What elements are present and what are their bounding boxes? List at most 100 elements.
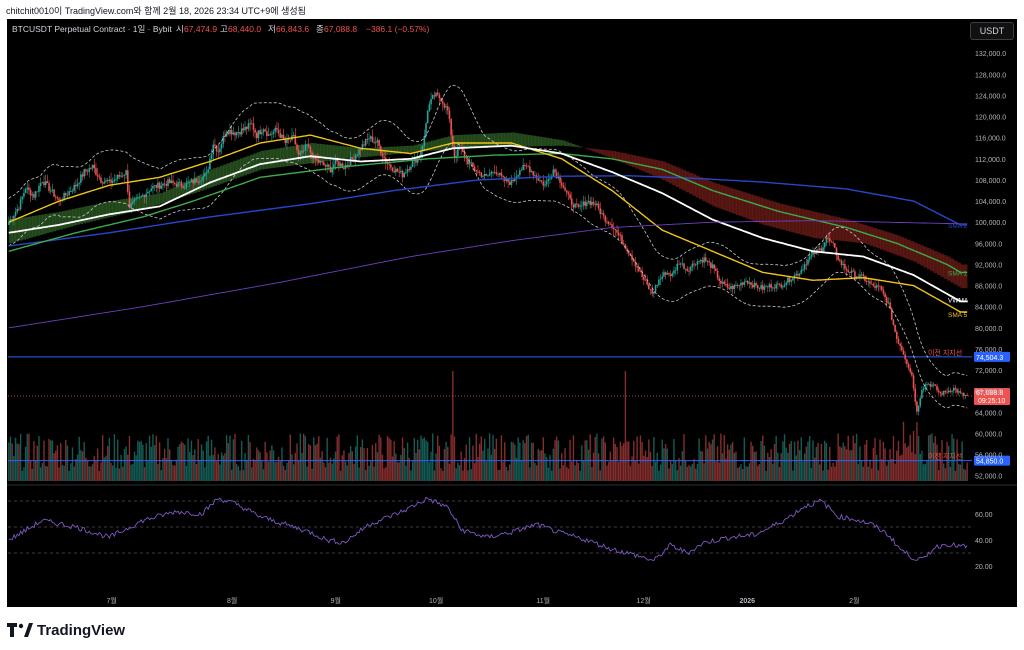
candle-body xyxy=(393,171,395,173)
volume-bar xyxy=(48,438,50,481)
cloud-segment xyxy=(926,248,931,270)
volume-bar xyxy=(669,460,672,481)
candle-body xyxy=(740,282,742,286)
chart-panel[interactable] xyxy=(7,19,1017,607)
y-tick-label: 96,000.0 xyxy=(975,241,1002,248)
cloud-segment xyxy=(859,223,864,243)
candle-body xyxy=(338,161,340,167)
cloud-segment xyxy=(109,201,114,217)
volume-bar xyxy=(100,462,102,481)
volume-bar xyxy=(927,435,930,481)
candle-body xyxy=(567,192,570,195)
y-tick-label: 84,000.0 xyxy=(975,305,1002,312)
cloud-segment xyxy=(431,140,435,151)
volume-bar xyxy=(715,461,717,481)
volume-bar xyxy=(346,465,348,481)
candle-body xyxy=(39,183,42,186)
volume-bar xyxy=(326,437,328,481)
candle-body xyxy=(255,132,258,139)
volume-bar xyxy=(453,436,456,481)
volume-bar xyxy=(651,465,653,481)
cloud-segment xyxy=(85,206,90,223)
volume-bar xyxy=(901,454,903,481)
volume-bar xyxy=(61,464,64,481)
volume-bar xyxy=(234,433,236,481)
volume-bar xyxy=(778,467,781,481)
candle-body xyxy=(408,169,411,170)
candle-body xyxy=(715,268,717,271)
cloud-segment xyxy=(719,184,723,209)
candle-body xyxy=(446,106,449,111)
tradingview-logo[interactable]: TradingView xyxy=(7,620,125,640)
volume-bar xyxy=(887,461,890,481)
cloud-segment xyxy=(615,151,619,161)
candle-body xyxy=(225,132,228,137)
volume-bar xyxy=(602,436,605,481)
rsi-line xyxy=(8,496,968,562)
candle-body xyxy=(937,390,940,392)
candle-body xyxy=(572,204,575,208)
volume-bar xyxy=(825,443,828,481)
volume-bar xyxy=(205,441,208,481)
volume-bar xyxy=(281,447,283,481)
volume-bar xyxy=(839,446,841,481)
volume-bar xyxy=(762,435,764,481)
candle-body xyxy=(954,387,957,390)
cloud-segment xyxy=(350,147,355,159)
candle-body xyxy=(317,159,320,163)
volume-bar xyxy=(353,463,355,481)
cloud-segment xyxy=(467,134,472,149)
candle-body xyxy=(741,282,744,285)
volume-bar xyxy=(448,463,451,481)
candle-body xyxy=(554,169,556,173)
volume-bar xyxy=(63,465,65,481)
candle-body xyxy=(723,281,726,284)
volume-bar xyxy=(482,450,484,481)
candle-body xyxy=(354,155,357,161)
cloud-segment xyxy=(290,146,294,166)
candle-body xyxy=(343,168,345,169)
cloud-segment xyxy=(481,133,485,148)
candle-body xyxy=(14,212,17,216)
volume-bar xyxy=(785,447,787,481)
candle-body xyxy=(381,153,384,157)
candle-body xyxy=(527,166,530,168)
cloud-segment xyxy=(689,172,693,195)
cloud-segment xyxy=(900,236,904,257)
volume-bar xyxy=(725,458,727,481)
candle-body xyxy=(735,284,737,286)
volume-bar xyxy=(388,437,390,481)
candle-body xyxy=(703,257,705,263)
volume-bar xyxy=(242,470,245,481)
cloud-segment xyxy=(256,152,261,171)
candle-body xyxy=(110,179,112,183)
volume-bar xyxy=(351,451,353,481)
candle-body xyxy=(438,94,441,99)
candle-body xyxy=(177,182,179,187)
candle-body xyxy=(949,390,952,392)
cloud-segment xyxy=(752,195,757,222)
cloud-segment xyxy=(943,255,948,279)
volume-bar xyxy=(530,442,533,481)
candle-body xyxy=(373,142,375,143)
candle-body xyxy=(358,149,360,155)
candle-body xyxy=(81,174,84,177)
candle-body xyxy=(810,254,813,257)
volume-bar xyxy=(581,445,583,481)
volume-bar xyxy=(314,445,317,481)
candle-body xyxy=(473,166,476,171)
candle-body xyxy=(76,183,79,187)
volume-bar xyxy=(473,463,476,481)
volume-bar xyxy=(726,444,729,481)
volume-bar xyxy=(194,449,196,481)
cloud-segment xyxy=(642,157,646,172)
candle-body xyxy=(946,391,948,393)
volume-bar xyxy=(681,451,684,481)
volume-bar xyxy=(701,451,704,481)
currency-button[interactable]: USDT xyxy=(970,22,1014,40)
cloud-segment xyxy=(699,176,703,200)
volume-bar xyxy=(864,444,866,481)
cloud-segment xyxy=(494,133,499,148)
volume-bar xyxy=(478,443,481,481)
